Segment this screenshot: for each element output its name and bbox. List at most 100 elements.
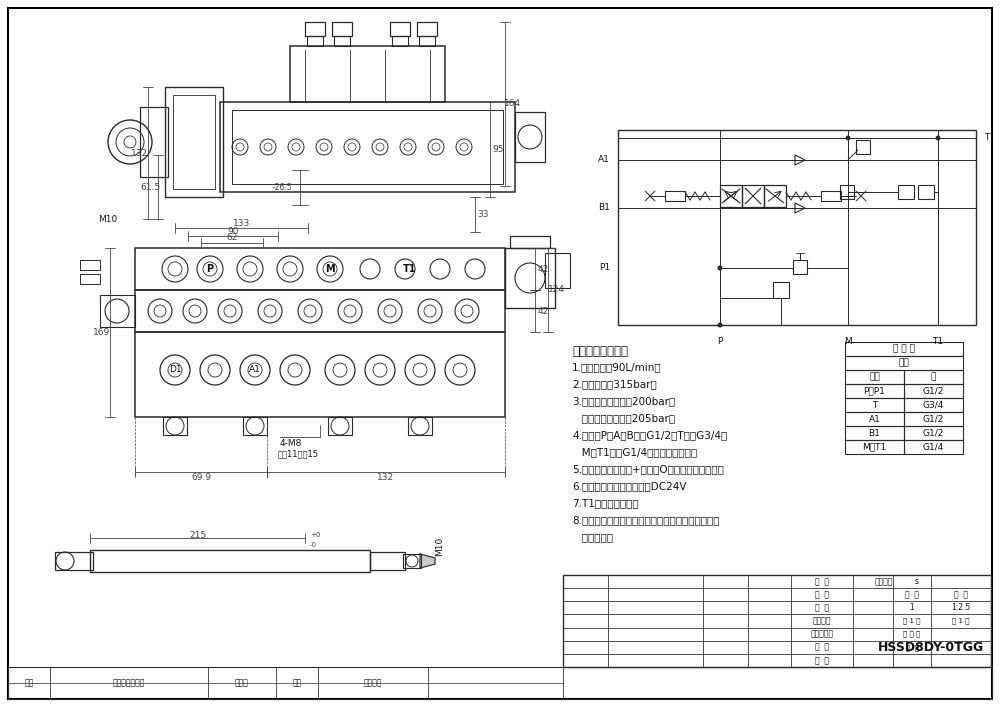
Bar (904, 440, 963, 454)
Text: D1: D1 (169, 366, 181, 375)
Bar (742, 185, 764, 207)
Text: B1: B1 (869, 428, 880, 438)
Bar (408, 417, 432, 435)
Bar (845, 412, 904, 426)
Text: 批  准: 批 准 (815, 656, 829, 665)
Text: M、T1口为G1/4；均为平面密封；: M、T1口为G1/4；均为平面密封； (572, 447, 697, 457)
Bar (100, 295, 135, 327)
Text: 螺 纹 规: 螺 纹 规 (893, 344, 915, 354)
Text: G1/2: G1/2 (923, 428, 944, 438)
Bar (563, 575, 991, 667)
Text: 版 本 号: 版 本 号 (903, 631, 921, 638)
Bar (845, 370, 904, 384)
Bar (773, 282, 789, 298)
Text: T1: T1 (932, 337, 944, 346)
Text: T: T (984, 134, 989, 143)
Text: 设  计: 设 计 (815, 577, 829, 586)
Bar (904, 426, 963, 440)
Text: 8.阀体表面磷化处理，安全阀及螺堵镀锌，支架后盖: 8.阀体表面磷化处理，安全阀及螺堵镀锌，支架后盖 (572, 515, 720, 525)
Text: 第 1 张: 第 1 张 (952, 618, 970, 624)
Text: 42: 42 (537, 307, 549, 315)
Text: 审  核: 审 核 (815, 643, 829, 652)
Bar (163, 417, 187, 435)
Bar (135, 248, 505, 290)
Bar (232, 110, 503, 184)
Text: 阀体: 阀体 (899, 358, 909, 368)
Text: 62: 62 (226, 233, 238, 243)
Bar (220, 102, 515, 192)
Text: A1: A1 (869, 414, 880, 423)
Bar (904, 412, 963, 426)
Bar (840, 185, 854, 199)
Text: P: P (206, 264, 214, 274)
Text: 更改内容或依据: 更改内容或依据 (113, 679, 145, 687)
Bar (845, 342, 963, 356)
Text: 1: 1 (910, 603, 914, 612)
Text: 比  例: 比 例 (954, 590, 968, 600)
Bar (545, 253, 570, 288)
Bar (856, 140, 870, 154)
Bar (140, 107, 168, 177)
Bar (392, 36, 408, 46)
Bar (419, 36, 435, 46)
Text: 校  对: 校 对 (815, 603, 829, 612)
Text: 42: 42 (537, 264, 549, 274)
Text: 格: 格 (931, 373, 936, 382)
Text: 标准化检查: 标准化检查 (810, 630, 834, 638)
Text: T1: T1 (403, 264, 417, 274)
Text: 数  量: 数 量 (905, 590, 919, 600)
Text: 7.T1口直接接油筱；: 7.T1口直接接油筱； (572, 498, 639, 508)
Bar (904, 384, 963, 398)
Bar (918, 185, 934, 199)
Bar (510, 236, 550, 248)
Text: G3/4: G3/4 (923, 400, 944, 409)
Bar (328, 417, 352, 435)
Text: 215: 215 (189, 530, 206, 539)
Text: 3.安全阀调定压力：200bar；: 3.安全阀调定压力：200bar； (572, 396, 675, 406)
Text: 4-M8: 4-M8 (280, 439, 302, 448)
Text: G1/2: G1/2 (923, 414, 944, 423)
Bar (173, 95, 215, 189)
Text: 攻深11钒深15: 攻深11钒深15 (278, 449, 319, 458)
Text: 132: 132 (131, 148, 149, 158)
Text: 124: 124 (548, 286, 564, 295)
Text: 订单编码: 订单编码 (364, 679, 382, 687)
Text: P、P1: P、P1 (864, 387, 885, 395)
Bar (764, 185, 786, 207)
Text: 技术要求和参数：: 技术要求和参数： (572, 345, 628, 358)
Bar (793, 260, 807, 274)
Text: G1/2: G1/2 (923, 387, 944, 395)
Bar (665, 191, 685, 201)
Bar (720, 185, 742, 207)
Bar (505, 248, 555, 308)
Text: 2.最高压力：315bar；: 2.最高压力：315bar； (572, 379, 657, 389)
Text: 133: 133 (233, 218, 250, 228)
Bar (90, 550, 370, 572)
Text: -26.5: -26.5 (272, 182, 292, 192)
Text: M10: M10 (436, 537, 444, 556)
Text: M10: M10 (98, 216, 118, 225)
Bar (904, 370, 963, 384)
Bar (332, 22, 352, 36)
Text: B1: B1 (598, 204, 610, 213)
Text: 5.控制方式：电液控+手动，O型阀杆，弹簧复位；: 5.控制方式：电液控+手动，O型阀杆，弹簧复位； (572, 464, 724, 474)
Text: 标记: 标记 (24, 679, 34, 687)
Text: 169: 169 (93, 328, 111, 337)
Text: A1: A1 (249, 366, 261, 375)
Bar (417, 22, 437, 36)
Text: -0: -0 (310, 542, 317, 548)
Bar (307, 36, 323, 46)
Bar (845, 440, 904, 454)
Polygon shape (420, 554, 435, 568)
Text: 164: 164 (504, 100, 522, 108)
Text: T: T (872, 400, 877, 409)
Text: A1: A1 (598, 156, 610, 165)
Bar (845, 384, 904, 398)
Text: +0: +0 (310, 532, 320, 538)
Text: 为铝本色。: 为铝本色。 (572, 532, 613, 542)
Text: 90: 90 (227, 226, 239, 235)
Text: 制  图: 制 图 (815, 590, 829, 600)
Text: 1:2.5: 1:2.5 (951, 603, 971, 612)
Bar (243, 417, 267, 435)
Bar (845, 398, 904, 412)
